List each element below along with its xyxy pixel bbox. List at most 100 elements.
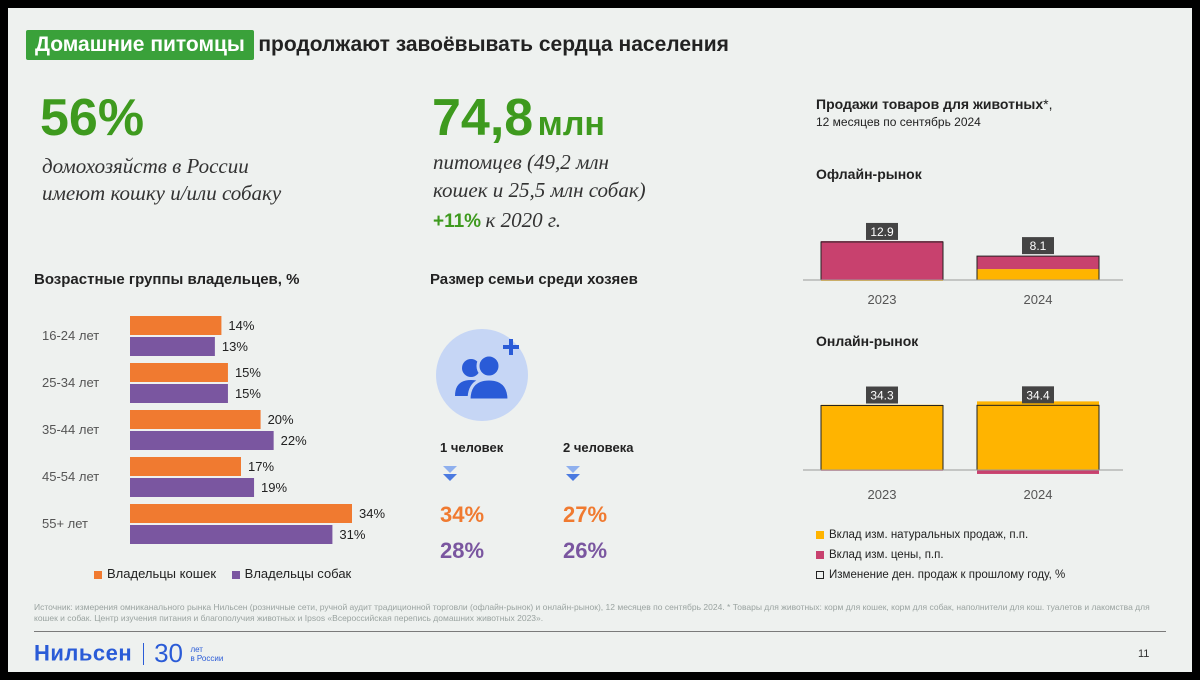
nielsen-logo: Нильсен 30 лет в России: [34, 638, 223, 669]
sales-legend: Вклад изм. натуральных продаж, п.п. Вкла…: [816, 525, 1065, 585]
brand-years-line1: лет: [190, 644, 203, 654]
slide: Домашние питомцы продолжают завоёвывать …: [8, 8, 1192, 672]
family-col-2-cats: 27%: [563, 502, 608, 527]
stat-pets-text: питомцев (49,2 млн кошек и 25,5 млн соба…: [433, 148, 646, 204]
total-value-label: 34.3: [870, 389, 894, 403]
brand-name: Нильсен: [34, 640, 133, 666]
legend-volume-swatch: [816, 530, 824, 539]
year-label: 2024: [1024, 292, 1053, 306]
age-category-label: 55+ лет: [42, 516, 88, 531]
legend-dogs: Владельцы собак: [231, 566, 352, 581]
family-col-2: 2 человека 27% 26%: [563, 440, 673, 564]
legend-cats-label: Владельцы кошек: [107, 566, 217, 581]
year-label: 2023: [868, 292, 897, 306]
total-value-box: [1022, 386, 1054, 404]
year-label: 2023: [868, 487, 897, 502]
sales-subtitle: 12 месяцев по сентябрь 2024: [816, 115, 981, 129]
cats-value-label: 20%: [268, 412, 294, 427]
legend-volume-label: Вклад изм. натуральных продаж, п.п.: [829, 529, 1029, 541]
offline-title: Офлайн-рынок: [816, 166, 922, 182]
cats-bar: [130, 504, 352, 523]
brand-years-line2: в России: [190, 653, 224, 663]
dogs-bar: [130, 478, 255, 497]
dogs-value-label: 15%: [235, 386, 261, 401]
legend-total: Изменение ден. продаж к прошлому году, %: [816, 565, 1065, 585]
footer-divider: [34, 631, 1166, 632]
brand-years-text: лет в России: [190, 645, 223, 663]
cats-value-label: 15%: [235, 365, 261, 380]
legend-dogs-label: Владельцы собак: [244, 566, 352, 581]
stat-pets-growth: +11% к 2020 г.: [433, 208, 561, 233]
cats-bar: [130, 457, 241, 476]
offline-chart: 12.9 2023 8.1 2024: [803, 206, 1123, 307]
sales-title: Продажи товаров для животных*,: [816, 96, 1053, 114]
legend-dogs-swatch: [231, 570, 240, 579]
total-value-box: [1022, 237, 1054, 255]
dogs-value-label: 22%: [281, 433, 307, 448]
dogs-bar: [130, 431, 274, 450]
legend-total-label: Изменение ден. продаж к прошлому году, %: [829, 569, 1066, 581]
volume-bar: [977, 401, 1099, 470]
chevron-down-icon: [566, 466, 580, 481]
stat-pets-unit: млн: [537, 105, 605, 143]
family-col-1-dogs: 28%: [440, 538, 485, 563]
family-col-1-label: 1 человек: [440, 440, 504, 455]
cats-bar: [130, 316, 222, 335]
legend-price-swatch: [816, 550, 824, 559]
family-col-2-label: 2 человека: [563, 440, 634, 455]
family-col-2-dogs: 26%: [563, 538, 608, 563]
age-chart-svg: 16-24 лет 14% 13% 25-34 лет 15% 15% 35-44 лет 2…: [42, 316, 385, 544]
title-highlight: Домашние питомцы: [26, 30, 254, 60]
volume-bar: [977, 269, 1099, 280]
price-bar: [977, 256, 1099, 270]
legend-price-label: Вклад изм. цены, п.п.: [829, 549, 944, 561]
stat-households-value: 56%: [40, 89, 145, 147]
online-chart: 34.3 2023 34.4 2024: [803, 368, 1123, 503]
age-chart-title: Возрастные группы владельцев, %: [34, 271, 300, 288]
stat-households-text: домохозяйств в России имеют кошку и/или …: [42, 153, 281, 207]
family-title: Размер семьи среди хозяев: [430, 271, 638, 288]
stat-pets-line2: кошек и 25,5 млн собак): [433, 178, 646, 202]
growth-value: +11%: [433, 211, 482, 232]
brand-years: 30: [154, 638, 183, 668]
legend-cats: Владельцы кошек: [94, 566, 216, 581]
age-category-label: 45-54 лет: [42, 469, 99, 484]
stat-households-line2: имеют кошку и/или собаку: [42, 181, 282, 205]
legend-volume: Вклад изм. натуральных продаж, п.п.: [816, 525, 1065, 545]
footer-source: Источник: измерения омниканального рынка…: [34, 602, 1150, 623]
offline-chart-svg: 12.9 2023 8.1 2024: [803, 222, 1123, 307]
dogs-bar: [130, 525, 333, 544]
sales-title-bold: Продажи товаров для животных: [816, 96, 1044, 112]
family-icon: [435, 326, 533, 424]
cats-value-label: 14%: [228, 318, 254, 333]
dogs-value-label: 19%: [261, 480, 287, 495]
title-rest: продолжают завоёвывать сердца населения: [258, 33, 729, 56]
stat-pets-value-wrap: 74,8 млн: [432, 90, 605, 146]
price-bar: [977, 470, 1099, 474]
dogs-bar: [130, 384, 228, 403]
dogs-bar: [130, 337, 215, 356]
dogs-value-label: 13%: [222, 339, 248, 354]
age-legend: Владельцы кошек Владельцы собак: [94, 566, 351, 581]
legend-price: Вклад изм. цены, п.п.: [816, 545, 1065, 565]
age-category-label: 16-24 лет: [42, 328, 99, 343]
age-category-label: 25-34 лет: [42, 375, 99, 390]
age-chart: 16-24 лет 14% 13% 25-34 лет 15% 15% 35-44 лет 2…: [34, 308, 414, 558]
cats-value-label: 17%: [248, 459, 274, 474]
cats-bar: [130, 410, 261, 429]
cats-bar: [130, 363, 228, 382]
sales-title-star: *,: [1043, 96, 1053, 112]
growth-text: к 2020 г.: [485, 208, 562, 232]
total-value-label: 8.1: [1030, 239, 1047, 253]
total-value-box: [866, 386, 898, 404]
total-value-box: [866, 222, 898, 240]
legend-cats-swatch: [94, 570, 102, 579]
age-category-label: 35-44 лет: [42, 422, 99, 437]
family-col-1: 1 человек 34% 28%: [440, 440, 550, 564]
stat-pets-line1: питомцев (49,2 млн: [433, 150, 609, 174]
volume-bar: [821, 404, 943, 470]
year-label: 2024: [1024, 487, 1053, 502]
legend-total-swatch: [816, 570, 824, 579]
chevron-down-icon: [443, 466, 457, 481]
stat-households-line1: домохозяйств в России: [42, 154, 249, 178]
